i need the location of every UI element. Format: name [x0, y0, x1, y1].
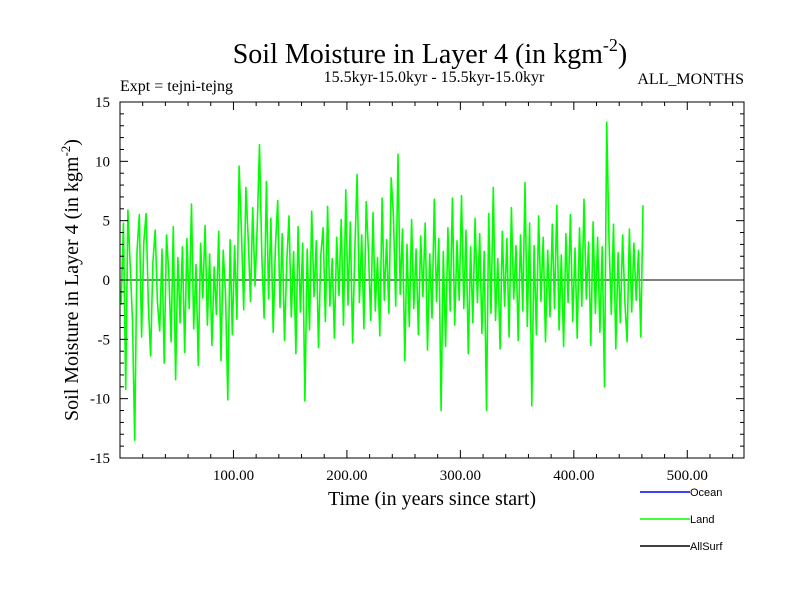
y-tick-label: 5	[103, 214, 111, 230]
legend-label-allsurf: AllSurf	[690, 541, 723, 553]
x-tick-label: 300.00	[440, 468, 481, 484]
subtitle-left: Expt = tejni-tejng	[120, 78, 233, 95]
legend-label-ocean: Ocean	[690, 487, 722, 499]
legend-label-land: Land	[690, 514, 714, 526]
x-tick-label: 200.00	[326, 468, 367, 484]
chart-title-close: )	[618, 39, 627, 70]
x-ticks: 100.00 200.00 300.00 400.00 500.00	[142, 102, 734, 484]
y-axis-label-close: )	[61, 139, 83, 146]
y-tick-label: 0	[103, 273, 111, 289]
subtitle-center: 15.5kyr-15.0kyr - 15.5kyr-15.0kyr	[324, 69, 545, 86]
series-land-line	[120, 121, 644, 442]
series-group	[120, 121, 644, 442]
y-tick-label: 10	[95, 154, 110, 170]
legend: Ocean Land AllSurf	[640, 487, 723, 553]
chart-title-main: Soil Moisture in Layer 4 (in kgm	[233, 39, 603, 70]
y-tick-label: -15	[90, 451, 110, 467]
y-axis-label: Soil Moisture in Layer 4 (in kgm-2)	[58, 139, 83, 421]
x-tick-label: 500.00	[667, 468, 708, 484]
y-ticks: -15 -10 -5 0 5 10 15	[90, 95, 744, 467]
y-axis-label-main: Soil Moisture in Layer 4 (in kgm	[61, 156, 83, 421]
y-tick-label: -5	[98, 332, 111, 348]
chart-title-superscript: -2	[603, 35, 618, 55]
x-tick-label: 400.00	[553, 468, 594, 484]
y-tick-label: -10	[90, 392, 110, 408]
y-axis-label-superscript: -2	[58, 146, 73, 157]
y-tick-label: 15	[95, 95, 110, 111]
subtitle-right: ALL_MONTHS	[637, 71, 744, 88]
x-axis-label: Time (in years since start)	[328, 488, 536, 510]
x-tick-label: 100.00	[213, 468, 254, 484]
chart-title: Soil Moisture in Layer 4 (in kgm-2)	[233, 35, 628, 70]
